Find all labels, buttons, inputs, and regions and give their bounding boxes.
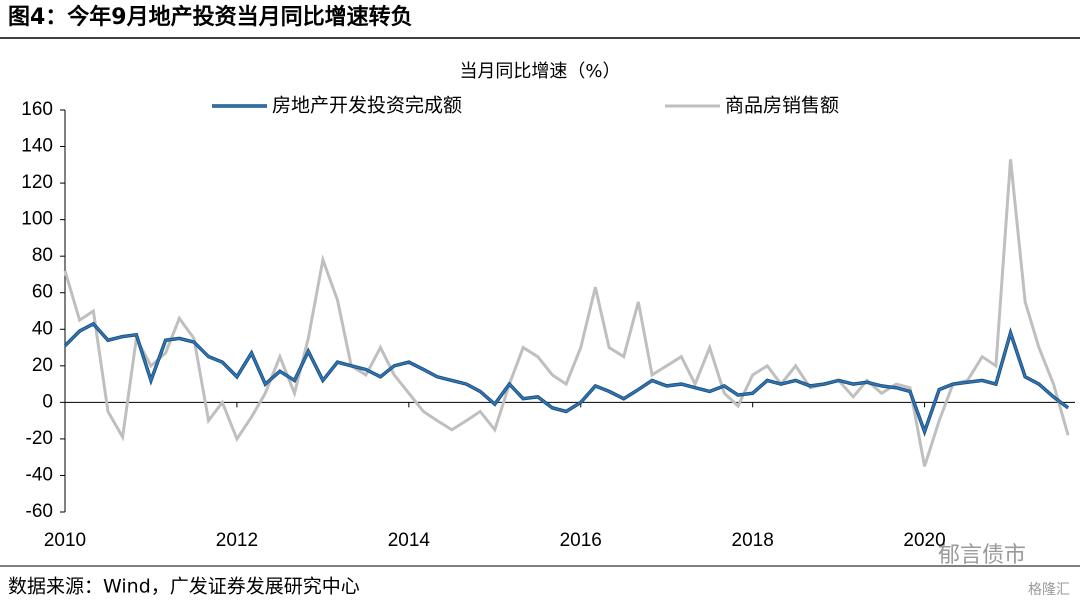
y-tick-label: -40 bbox=[26, 464, 53, 485]
figure-title: 图4：今年9月地产投资当月同比增速转负 bbox=[8, 4, 413, 30]
y-tick-label: 20 bbox=[32, 355, 53, 376]
y-tick-label: 60 bbox=[32, 282, 53, 303]
legend-label: 商品房销售额 bbox=[725, 95, 839, 117]
y-tick-label: 80 bbox=[32, 245, 53, 266]
y-tick-label: 140 bbox=[21, 136, 53, 157]
watermark-account: 郁言债市 bbox=[938, 543, 1026, 568]
y-tick-label: -60 bbox=[26, 501, 53, 522]
y-tick-label: 40 bbox=[32, 318, 53, 339]
x-tick-label: 2014 bbox=[388, 530, 431, 551]
y-tick-label: 0 bbox=[42, 391, 53, 412]
x-tick-label: 2010 bbox=[44, 530, 86, 551]
series-line bbox=[63, 159, 1070, 467]
y-tick-label: 120 bbox=[21, 172, 53, 193]
y-axis-label: 当月同比增速（%） bbox=[459, 61, 620, 82]
y-tick-label: 100 bbox=[21, 209, 53, 230]
x-tick-label: 2020 bbox=[903, 530, 945, 551]
x-tick-label: 2016 bbox=[560, 530, 602, 551]
x-tick-label: 2012 bbox=[216, 530, 258, 551]
series-line-outline bbox=[63, 321, 1070, 437]
series-line bbox=[64, 322, 1069, 435]
legend-label: 房地产开发投资完成额 bbox=[272, 95, 462, 117]
source-note: 数据来源：Wind，广发证券发展研究中心 bbox=[8, 576, 360, 598]
y-tick-label: -20 bbox=[26, 428, 53, 449]
y-tick-label: 160 bbox=[21, 99, 53, 120]
x-tick-label: 2018 bbox=[732, 530, 774, 551]
watermark-brand: 格隆汇 bbox=[1028, 582, 1070, 598]
